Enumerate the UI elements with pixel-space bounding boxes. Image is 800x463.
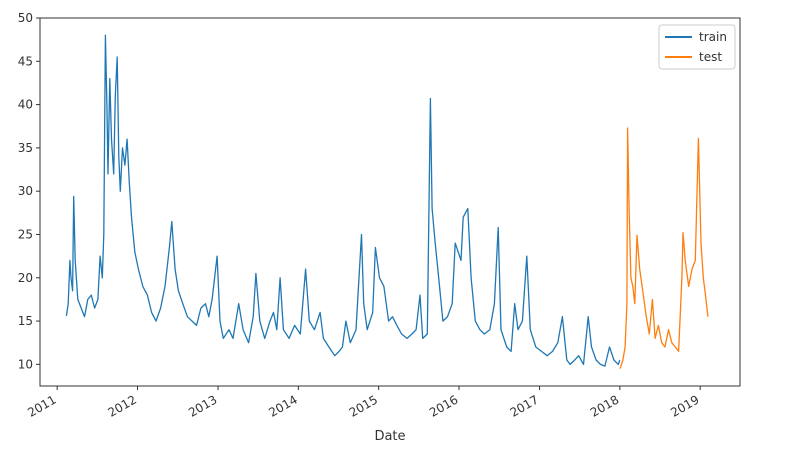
y-axis: 10 15 20 25 30 35 40 45 50 bbox=[18, 11, 40, 371]
y-tick-label: 40 bbox=[18, 98, 33, 112]
x-tick-label: 2016 bbox=[427, 392, 460, 419]
x-tick-label: 2011 bbox=[25, 392, 58, 419]
x-axis: 2011 2012 2013 2014 2015 2016 2017 2018 2019 bbox=[25, 386, 702, 420]
x-tick-label: 2013 bbox=[186, 392, 219, 419]
x-tick-label: 2012 bbox=[106, 392, 139, 419]
y-tick-label: 25 bbox=[18, 227, 33, 241]
y-tick-label: 35 bbox=[18, 141, 33, 155]
y-tick-label: 45 bbox=[18, 54, 33, 68]
x-axis-label: Date bbox=[374, 429, 405, 444]
x-tick-label: 2015 bbox=[347, 392, 380, 419]
legend-label-train: train bbox=[699, 30, 727, 44]
y-tick-label: 20 bbox=[18, 271, 33, 285]
y-tick-label: 30 bbox=[18, 184, 33, 198]
y-tick-label: 10 bbox=[18, 357, 33, 371]
legend: train test bbox=[658, 24, 736, 70]
series-layer bbox=[65, 34, 709, 369]
x-tick-label: 2017 bbox=[508, 392, 541, 419]
legend-label-test: test bbox=[699, 50, 722, 64]
x-tick-label: 2018 bbox=[588, 392, 621, 419]
y-tick-label: 50 bbox=[18, 11, 33, 25]
y-tick-label: 15 bbox=[18, 314, 33, 328]
series-line-test bbox=[619, 127, 709, 369]
plot-frame bbox=[39, 17, 741, 387]
x-tick-label: 2014 bbox=[266, 392, 299, 419]
series-line-train bbox=[65, 34, 621, 367]
x-tick-label: 2019 bbox=[668, 392, 701, 419]
